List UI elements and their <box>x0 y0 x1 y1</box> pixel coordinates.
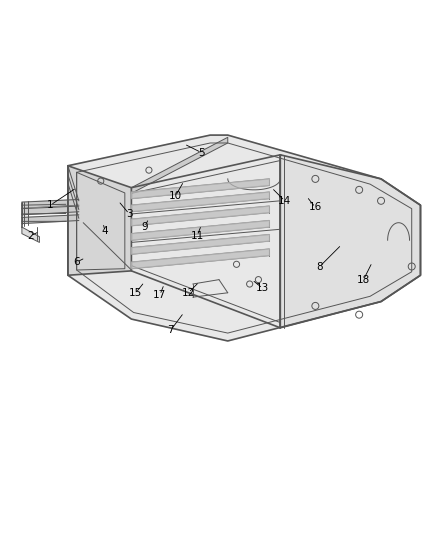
Text: 11: 11 <box>191 231 204 241</box>
Text: 15: 15 <box>129 288 142 298</box>
Polygon shape <box>22 206 79 215</box>
Text: 6: 6 <box>73 257 80 267</box>
Polygon shape <box>22 215 79 223</box>
Polygon shape <box>22 227 39 243</box>
Polygon shape <box>131 179 269 199</box>
Text: 2: 2 <box>27 231 34 241</box>
Text: 16: 16 <box>309 203 322 212</box>
Polygon shape <box>280 155 420 328</box>
Polygon shape <box>131 221 269 240</box>
Polygon shape <box>131 192 269 212</box>
Text: 10: 10 <box>169 191 182 201</box>
Text: 18: 18 <box>357 274 370 285</box>
Text: 8: 8 <box>316 262 323 271</box>
Polygon shape <box>131 235 269 254</box>
Text: 17: 17 <box>153 290 166 300</box>
Text: 3: 3 <box>126 209 133 219</box>
Text: 5: 5 <box>198 148 205 158</box>
Text: 1: 1 <box>47 200 54 210</box>
Text: 7: 7 <box>167 325 174 335</box>
Polygon shape <box>131 249 269 269</box>
Text: 12: 12 <box>182 288 195 298</box>
Polygon shape <box>131 138 228 193</box>
Text: 14: 14 <box>278 196 291 206</box>
Text: 13: 13 <box>256 284 269 293</box>
Polygon shape <box>68 135 420 341</box>
Polygon shape <box>68 166 131 275</box>
Polygon shape <box>22 199 79 208</box>
Text: 9: 9 <box>141 222 148 232</box>
Polygon shape <box>131 206 269 226</box>
Text: 4: 4 <box>102 227 109 237</box>
